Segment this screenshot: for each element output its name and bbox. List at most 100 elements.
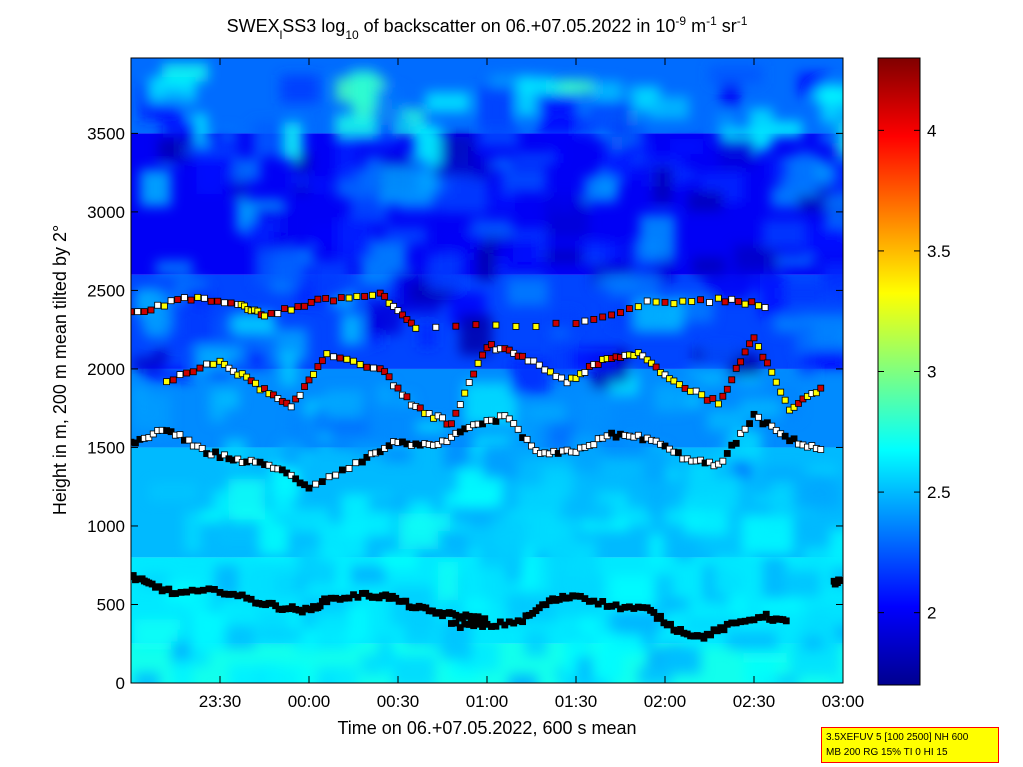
heatmap-cell xyxy=(432,157,484,177)
marker-upper_layer xyxy=(394,384,402,392)
marker-upper_layer xyxy=(795,399,802,407)
heatmap-cell xyxy=(538,249,590,263)
x-tick-label: 01:00 xyxy=(466,692,509,711)
heatmap-cell xyxy=(648,96,690,120)
marker-upper_layer xyxy=(676,381,683,389)
colorbar-tick-label: 3 xyxy=(927,363,936,382)
heatmap-cell xyxy=(593,81,623,103)
marker-mid_layer xyxy=(338,466,346,474)
marker-upper_layer xyxy=(759,353,767,361)
heatmap-cell xyxy=(508,674,537,683)
heatmap-cell xyxy=(547,539,598,578)
heatmap-cell xyxy=(806,608,827,635)
heatmap-cell xyxy=(829,161,843,198)
heatmap-cell xyxy=(418,322,437,348)
info-box: 3.5XEFUV 5 [100 2500] NH 600 MB 200 RG 1… xyxy=(821,727,999,763)
heatmap-cell xyxy=(149,482,198,501)
marker-mid_layer xyxy=(345,465,353,472)
marker-upper_layer xyxy=(209,360,217,368)
heatmap-cell xyxy=(209,391,225,422)
marker-upper_layer xyxy=(648,359,656,367)
marker-upper_layer xyxy=(768,368,776,376)
marker-lower_layer xyxy=(452,619,460,627)
heatmap-cell xyxy=(425,92,470,113)
marker-top_layer xyxy=(180,294,188,302)
marker-top_layer xyxy=(403,316,411,323)
marker-top_layer xyxy=(432,323,440,331)
marker-top_layer xyxy=(608,311,615,319)
heatmap-texture xyxy=(131,63,843,683)
marker-upper_layer xyxy=(363,363,371,371)
heatmap-cell xyxy=(245,222,275,244)
heatmap-cell xyxy=(517,485,564,513)
heatmap-cell xyxy=(140,169,171,207)
colorbar-tick-label: 4 xyxy=(927,121,936,140)
marker-lower_layer xyxy=(612,601,620,609)
heatmap-cell xyxy=(473,160,492,181)
marker-upper_layer xyxy=(741,348,749,356)
marker-boundary_layer xyxy=(481,615,489,623)
marker-mid_layer xyxy=(755,413,762,421)
marker-top_layer xyxy=(626,305,633,313)
marker-upper_layer xyxy=(652,363,660,371)
marker-mid_layer xyxy=(301,481,308,489)
heatmap-cell xyxy=(595,654,624,681)
heatmap-cell xyxy=(380,166,435,205)
marker-top_layer xyxy=(307,298,315,306)
marker-mid_layer xyxy=(492,418,500,425)
y-tick-label: 3000 xyxy=(87,203,125,222)
marker-upper_layer xyxy=(772,378,780,386)
heatmap-cell xyxy=(680,169,697,181)
heatmap-cell xyxy=(538,93,578,136)
marker-upper_layer xyxy=(812,389,820,397)
marker-mid_layer xyxy=(817,446,825,453)
heatmap-cell xyxy=(524,630,547,656)
marker-top_layer xyxy=(390,303,397,310)
heatmap-cell xyxy=(259,521,289,556)
marker-top_layer xyxy=(748,298,756,306)
heatmap-cell xyxy=(500,166,547,193)
marker-mid_layer xyxy=(732,439,740,447)
marker-top_layer xyxy=(572,320,580,327)
heatmap-cell xyxy=(595,634,642,656)
heatmap-cell xyxy=(392,657,436,683)
marker-upper_layer xyxy=(535,361,543,369)
heatmap-cell xyxy=(133,357,162,370)
marker-top_layer xyxy=(643,297,651,305)
heatmap-cell xyxy=(638,666,672,683)
marker-top_layer xyxy=(301,302,308,310)
heatmap-cell xyxy=(229,158,261,182)
marker-top_layer xyxy=(617,309,624,316)
heatmap-cell xyxy=(743,652,787,664)
marker-upper_layer xyxy=(301,383,308,390)
marker-upper_layer xyxy=(572,374,580,382)
heatmap-cell xyxy=(733,250,779,273)
marker-upper_layer xyxy=(238,370,246,378)
heatmap-cell xyxy=(822,261,843,291)
heatmap-cell xyxy=(416,421,448,433)
heatmap-cell xyxy=(707,409,747,431)
marker-boundary_layer xyxy=(205,585,213,593)
heatmap-cell xyxy=(246,565,297,603)
marker-upper_layer xyxy=(292,395,300,403)
marker-upper_layer xyxy=(670,377,678,385)
marker-boundary_layer xyxy=(323,598,331,606)
marker-mid_layer xyxy=(768,422,776,430)
heatmap-cell xyxy=(350,566,386,584)
marker-mid_layer xyxy=(505,415,513,423)
marker-lower_layer xyxy=(782,617,790,625)
heatmap-cell xyxy=(831,679,843,683)
marker-lower_layer xyxy=(599,598,607,605)
x-tick-label: 02:30 xyxy=(733,692,776,711)
x-tick-label: 00:00 xyxy=(288,692,331,711)
heatmap-cell xyxy=(791,504,813,516)
heatmap-cell xyxy=(795,151,814,196)
marker-upper_layer xyxy=(318,357,326,365)
info-line-2: MB 200 RG 15% TI 0 HI 15 xyxy=(826,747,948,758)
marker-mid_layer xyxy=(234,455,242,463)
heatmap-cell xyxy=(580,520,629,531)
marker-upper_layer xyxy=(594,361,602,368)
marker-top_layer xyxy=(147,306,155,314)
heatmap-cell xyxy=(193,611,226,651)
marker-upper_layer xyxy=(790,403,798,411)
